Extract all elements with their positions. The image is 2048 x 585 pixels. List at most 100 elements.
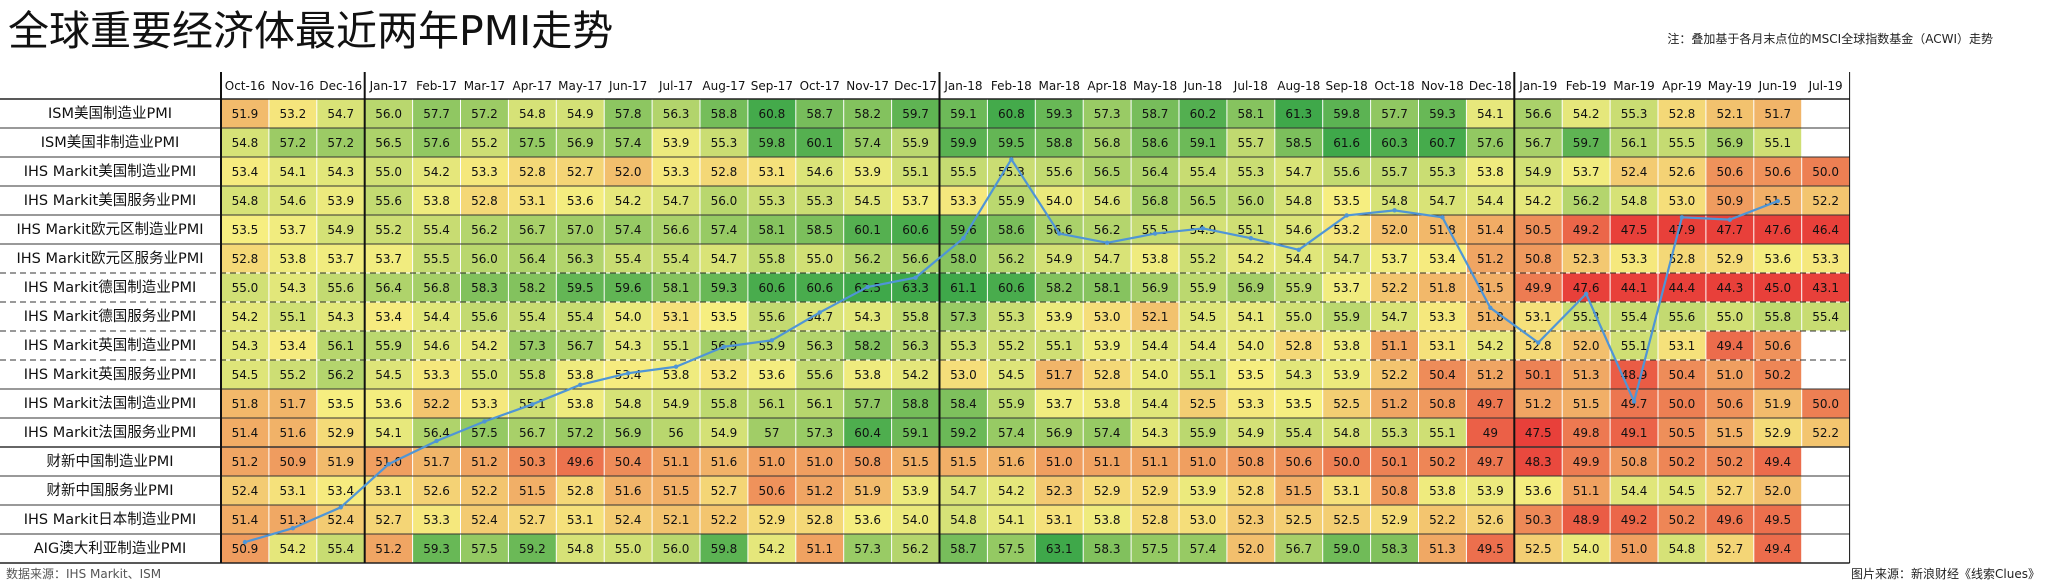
cell-value: 53.9 [1046, 310, 1073, 324]
cell-value: 57.3 [950, 310, 977, 324]
cell-value: 54.9 [327, 223, 354, 237]
heat-cell [1131, 128, 1179, 157]
column-header: Sep-17 [751, 79, 793, 93]
heat-cell [892, 447, 939, 476]
acwi-point [1152, 231, 1158, 236]
cell-value: 63.1 [1046, 542, 1073, 556]
column-header: Jun-19 [1758, 79, 1797, 93]
heat-cell [1131, 331, 1179, 360]
cell-value: 55.3 [1573, 310, 1600, 324]
cell-value: 50.1 [1525, 368, 1552, 382]
cell-value: 54.9 [1237, 426, 1264, 440]
cell-value: 54.9 [567, 107, 594, 121]
heat-cell [1227, 360, 1275, 389]
heat-cell [1466, 476, 1514, 505]
cell-value: 57.2 [567, 426, 594, 440]
heat-cell [1610, 157, 1658, 186]
heat-cell [1562, 186, 1610, 215]
cell-value: 51.2 [232, 455, 259, 469]
heat-cell [413, 389, 460, 418]
column-header: Apr-17 [513, 79, 553, 93]
heat-cell [748, 418, 796, 447]
heat-cell [1610, 447, 1658, 476]
cell-value: 52.6 [1477, 513, 1504, 527]
heat-cell [700, 534, 748, 563]
heat-cell [1706, 360, 1754, 389]
cell-value: 55.9 [998, 194, 1025, 208]
cell-value: 56.3 [567, 252, 594, 266]
cell-value: 51.6 [279, 426, 306, 440]
heat-cell [1610, 99, 1658, 128]
heat-cell [269, 389, 317, 418]
cell-value: 58.8 [1046, 136, 1073, 150]
cell-value: 50.9 [1716, 194, 1743, 208]
heat-cell [365, 418, 413, 447]
heat-cell [1131, 418, 1179, 447]
heat-cell [748, 360, 796, 389]
cell-value: 51.9 [232, 107, 259, 121]
heat-cell [1419, 331, 1466, 360]
heat-cell [365, 302, 413, 331]
cell-value: 56 [668, 426, 683, 440]
heat-cell [556, 157, 604, 186]
cell-value: 52.5 [1333, 513, 1360, 527]
cell-value: 51.7 [1764, 107, 1791, 121]
heat-cell [844, 360, 892, 389]
heat-cell [652, 157, 700, 186]
cell-value: 55.3 [711, 136, 738, 150]
cell-value: 54.3 [327, 165, 354, 179]
heat-cell [1658, 505, 1706, 534]
cell-value: 55.9 [375, 339, 402, 353]
cell-value: 44.1 [1621, 281, 1648, 295]
cell-value: 53.8 [1477, 165, 1504, 179]
cell-value: 53.3 [1812, 252, 1839, 266]
heat-cell [940, 534, 987, 563]
heat-cell [652, 331, 700, 360]
heat-cell [413, 244, 460, 273]
heat-cell [1754, 505, 1802, 534]
column-header: Apr-19 [1662, 79, 1702, 93]
heat-cell [1275, 157, 1323, 186]
heat-cell [987, 447, 1035, 476]
cell-value: 56.2 [854, 252, 881, 266]
row-label: IHS Markit法国服务业PMI [24, 424, 197, 441]
cell-value: 55.3 [1381, 426, 1408, 440]
heat-cell [1754, 215, 1802, 244]
heat-cell [508, 99, 556, 128]
heat-cell [269, 360, 317, 389]
cell-value: 58.1 [663, 281, 690, 295]
heat-cell [987, 302, 1035, 331]
cell-value: 51.5 [1573, 397, 1600, 411]
cell-value: 53.7 [1333, 281, 1360, 295]
cell-value: 54.6 [1285, 223, 1312, 237]
heat-cell [1466, 215, 1514, 244]
heat-cell [1419, 302, 1466, 331]
column-header: Dec-16 [319, 79, 362, 93]
cell-value: 60.3 [1381, 136, 1408, 150]
cell-value: 53.7 [1046, 397, 1073, 411]
heat-cell [1179, 244, 1227, 273]
heat-cell [1083, 186, 1131, 215]
cell-value: 53.9 [1333, 368, 1360, 382]
heat-cell [940, 418, 987, 447]
heat-cell [1562, 273, 1610, 302]
heat-cell [1323, 418, 1371, 447]
heat-cell [892, 534, 939, 563]
heat-cell [221, 331, 269, 360]
cell-value: 59.1 [902, 426, 929, 440]
heat-cell [796, 157, 844, 186]
heat-cell [1514, 186, 1562, 215]
cell-value: 57.3 [1094, 107, 1121, 121]
heat-cell [1802, 157, 1850, 186]
cell-value: 55.4 [423, 223, 450, 237]
heat-cell [1562, 99, 1610, 128]
heat-cell [1035, 244, 1083, 273]
heat-cell [796, 128, 844, 157]
heat-cell [461, 360, 508, 389]
heat-cell [508, 360, 556, 389]
heat-cell [940, 302, 987, 331]
cell-value: 57.6 [1477, 136, 1504, 150]
cell-value: 54.8 [950, 513, 977, 527]
heat-cell [1658, 99, 1706, 128]
heat-cell [987, 215, 1035, 244]
